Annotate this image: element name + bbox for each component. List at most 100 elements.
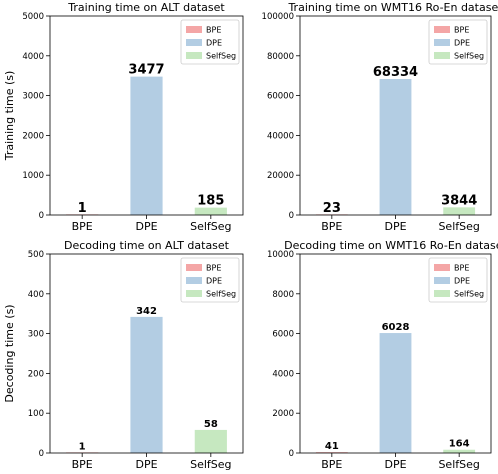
y-tick-label: 0 (39, 211, 44, 221)
bar-dpe (130, 76, 163, 215)
legend-swatch-dpe (434, 277, 450, 284)
bar-selfseg (194, 429, 227, 453)
value-label-selfseg: 3844 (441, 193, 477, 208)
y-tick-label: 5000 (22, 12, 44, 22)
chart-title: Training time on WMT16 Ro-En dataset (287, 1, 498, 14)
y-tick-label: 0 (289, 449, 294, 459)
legend-swatch-dpe (186, 39, 202, 46)
legend-label-dpe: DPE (454, 277, 470, 286)
x-tick-label: BPE (72, 458, 93, 471)
legend-label-dpe: DPE (206, 277, 222, 286)
legend-swatch-dpe (186, 277, 202, 284)
x-tick-label: SelfSeg (190, 220, 231, 233)
y-tick-label: 2000 (22, 131, 44, 141)
x-tick-label: SelfSeg (438, 458, 479, 471)
x-tick-label: DPE (384, 220, 406, 233)
x-tick-label: BPE (72, 220, 93, 233)
y-tick-label: 300 (28, 330, 44, 340)
bar-selfseg (194, 207, 227, 215)
y-tick-label: 20000 (267, 171, 294, 181)
value-label-selfseg: 185 (197, 194, 224, 209)
bar-dpe (130, 316, 163, 453)
chart-panel-1: Training time on ALT dataset Training tim… (3, 1, 244, 233)
value-label-bpe: 23 (323, 201, 341, 216)
legend-swatch-selfseg (434, 290, 450, 297)
y-tick-label: 400 (28, 290, 44, 300)
x-tick-label: DPE (384, 458, 406, 471)
legend-swatch-selfseg (186, 290, 202, 297)
value-label-selfseg: 58 (204, 419, 218, 430)
y-tick-label: 100000 (262, 12, 294, 22)
legend: BPE DPE SelfSeg (428, 257, 488, 303)
chart-title: Training time on ALT dataset (67, 1, 225, 14)
y-tick-label: 60000 (267, 92, 294, 102)
y-tick-label: 4000 (272, 369, 294, 379)
chart-panel-3: Decoding time on ALT dataset Decoding tim… (3, 239, 244, 471)
x-tick-label: SelfSeg (190, 458, 231, 471)
legend-swatch-bpe (434, 264, 450, 271)
legend-label-dpe: DPE (454, 39, 470, 48)
legend-label-dpe: DPE (206, 39, 222, 48)
legend-swatch-bpe (434, 26, 450, 33)
legend-label-selfseg: SelfSeg (454, 52, 484, 61)
value-label-bpe: 1 (78, 201, 87, 216)
y-axis-label: Decoding time (s) (3, 304, 16, 402)
axes-frame (299, 15, 492, 216)
legend: BPE DPE SelfSeg (180, 19, 240, 65)
y-tick-label: 40000 (267, 131, 294, 141)
chart-title: Decoding time on ALT dataset (64, 239, 230, 252)
legend-swatch-selfseg (434, 52, 450, 59)
value-label-dpe: 6028 (382, 322, 410, 333)
axes-frame (299, 253, 492, 454)
legend-label-bpe: BPE (454, 26, 469, 35)
legend-label-bpe: BPE (454, 264, 469, 273)
bar-selfseg (443, 207, 476, 215)
x-tick-label: DPE (135, 458, 157, 471)
chart-panel-2: Training time on WMT16 Ro-En dataset 0 200… (262, 1, 498, 233)
y-tick-label: 80000 (267, 52, 294, 62)
y-tick-label: 1000 (22, 171, 44, 181)
y-tick-label: 6000 (272, 330, 294, 340)
value-label-dpe: 342 (136, 306, 157, 317)
legend-label-bpe: BPE (206, 264, 221, 273)
legend-swatch-dpe (434, 39, 450, 46)
legend-swatch-bpe (186, 26, 202, 33)
y-tick-label: 8000 (272, 290, 294, 300)
y-tick-label: 10000 (267, 250, 294, 260)
bar-selfseg (443, 449, 476, 453)
chart-panel-4: Decoding time on WMT16 Ro-En dataset 0 200… (267, 239, 498, 471)
legend-swatch-selfseg (186, 52, 202, 59)
y-tick-label: 0 (289, 211, 294, 221)
y-tick-label: 500 (28, 250, 44, 260)
y-tick-label: 200 (28, 369, 44, 379)
legend-swatch-bpe (186, 264, 202, 271)
y-axis-label: Training time (s) (3, 71, 16, 162)
value-label-bpe: 1 (79, 442, 86, 453)
chart-title: Decoding time on WMT16 Ro-En dataset (284, 239, 498, 252)
y-tick-label: 100 (28, 409, 44, 419)
value-label-dpe: 3477 (128, 63, 164, 78)
legend-label-bpe: BPE (206, 26, 221, 35)
axes-frame (49, 15, 244, 216)
x-tick-label: SelfSeg (438, 220, 479, 233)
value-label-selfseg: 164 (449, 439, 470, 450)
value-label-dpe: 68334 (373, 65, 418, 80)
legend-label-selfseg: SelfSeg (206, 52, 236, 61)
y-tick-label: 2000 (272, 409, 294, 419)
x-tick-label: DPE (135, 220, 157, 233)
legend: BPE DPE SelfSeg (180, 257, 240, 303)
x-tick-label: BPE (321, 220, 342, 233)
bar-dpe (379, 333, 412, 453)
y-tick-label: 3000 (22, 92, 44, 102)
legend-label-selfseg: SelfSeg (206, 290, 236, 299)
bar-dpe (379, 79, 412, 215)
value-label-bpe: 41 (325, 441, 339, 452)
x-tick-label: BPE (321, 458, 342, 471)
y-tick-label: 4000 (22, 52, 44, 62)
legend: BPE DPE SelfSeg (428, 19, 488, 65)
legend-label-selfseg: SelfSeg (454, 290, 484, 299)
axes-frame (49, 253, 244, 454)
y-tick-label: 0 (39, 449, 44, 459)
bar-bpe (315, 452, 348, 453)
